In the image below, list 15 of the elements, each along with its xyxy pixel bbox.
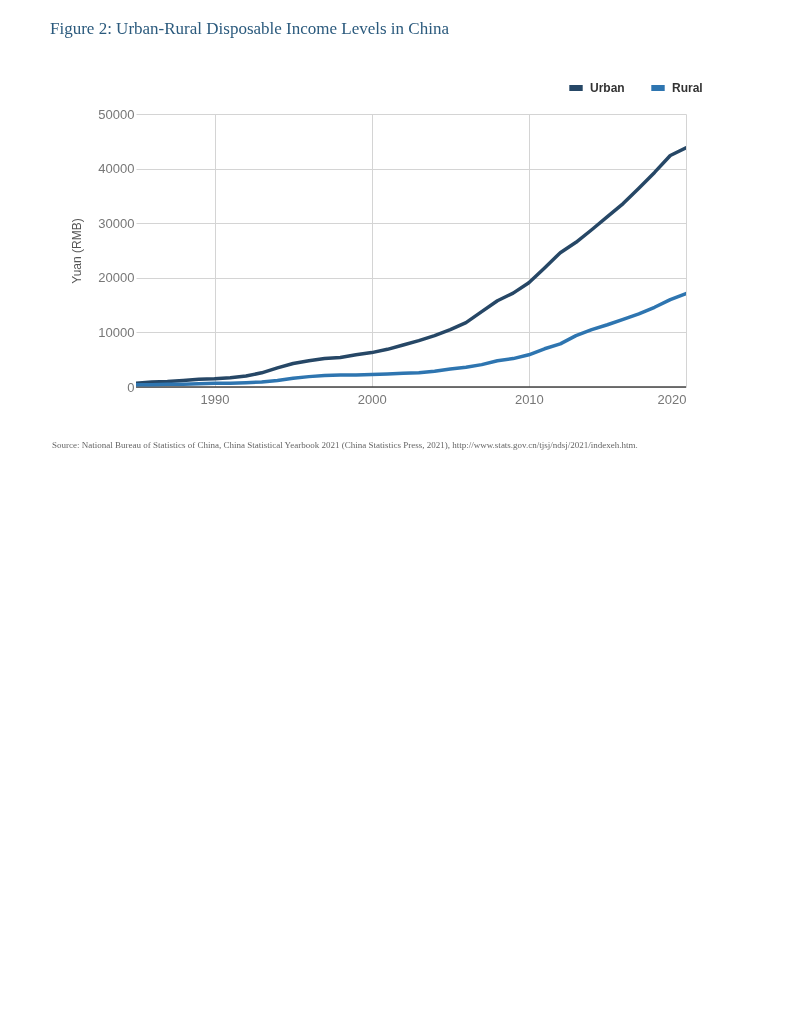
legend-label: Urban (590, 81, 625, 95)
x-tick-label: 2020 (657, 391, 687, 407)
source-note: Source: National Bureau of Statistics of China, China Statistical Yearbook 2021 (China Statistics Press, 2021), http://www.stats.gov.cn/tjsj/ndsj/2021/indexeh.htm. (52, 440, 639, 450)
x-tick-label: 2000 (357, 391, 387, 407)
y-tick-label: 20000 (98, 270, 135, 286)
y-tick-label: 40000 (98, 161, 135, 177)
chart-title: Figure 2: Urban-Rural Disposable Income Levels in China (50, 19, 450, 38)
y-tick-label: 50000 (98, 106, 135, 122)
legend-label: Rural (672, 81, 703, 95)
x-tick-label: 1990 (200, 391, 230, 407)
y-tick-label: 30000 (98, 215, 135, 231)
x-tick-label: 2010 (514, 391, 544, 407)
y-tick-label: 10000 (98, 324, 135, 340)
y-axis-title: Yuan (RMB) (70, 218, 85, 284)
y-tick-label: 0 (127, 379, 135, 395)
